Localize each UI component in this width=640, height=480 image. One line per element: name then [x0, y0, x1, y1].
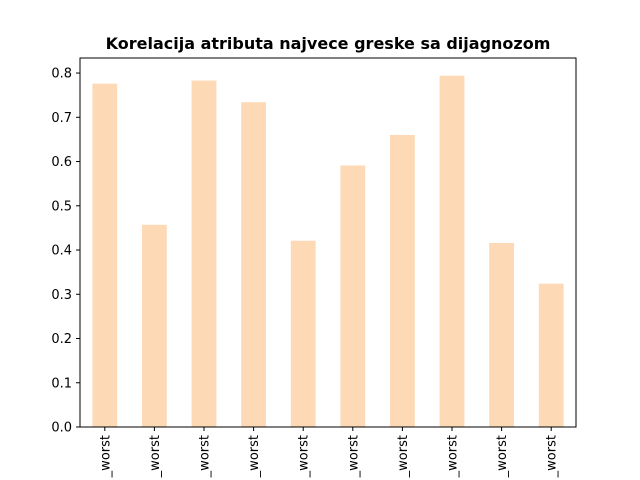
bar-8 [439, 75, 465, 427]
bar-9 [489, 242, 514, 427]
y-tick-label: 0.4 [51, 244, 72, 259]
chart-title: Korelacija atributa najvece greske sa di… [106, 34, 551, 53]
x-tick-label: _worst [396, 435, 411, 478]
plot-frame [79, 57, 577, 428]
x-tick-label: _worst [495, 435, 510, 478]
x-tick-label: _worst [346, 435, 361, 478]
x-tick-label: _worst [198, 435, 213, 478]
y-tick-label: 0.6 [51, 155, 72, 170]
bar-3 [191, 80, 217, 427]
y-tick-label: 0.5 [51, 199, 72, 214]
bar-1 [92, 83, 118, 427]
bar-10 [538, 283, 564, 427]
y-tick-label: 0.0 [51, 421, 72, 436]
y-tick-label: 0.8 [51, 67, 72, 82]
bar-6 [340, 165, 366, 427]
x-tick-label: _worst [545, 435, 560, 478]
x-axis: _worst _worst _worst _worst _worst _worst _wor… [98, 427, 560, 478]
x-tick-label: _worst [98, 435, 113, 478]
bar-4 [241, 102, 266, 428]
y-tick-label: 0.1 [51, 376, 72, 391]
x-tick-label: _worst [297, 435, 312, 478]
y-tick-label: 0.3 [51, 288, 72, 303]
x-tick-label: _worst [247, 435, 262, 478]
x-tick-label: _worst [148, 435, 163, 478]
y-tick-label: 0.7 [51, 111, 72, 126]
bars-group [92, 75, 564, 428]
bar-5 [290, 240, 316, 427]
y-axis: 0.0 0.1 0.2 0.3 0.4 0.5 0.6 0.7 0.8 [51, 67, 80, 436]
x-tick-label: _worst [446, 435, 461, 478]
bar-2 [142, 224, 167, 427]
bar-7 [390, 134, 415, 428]
y-tick-label: 0.2 [51, 332, 72, 347]
